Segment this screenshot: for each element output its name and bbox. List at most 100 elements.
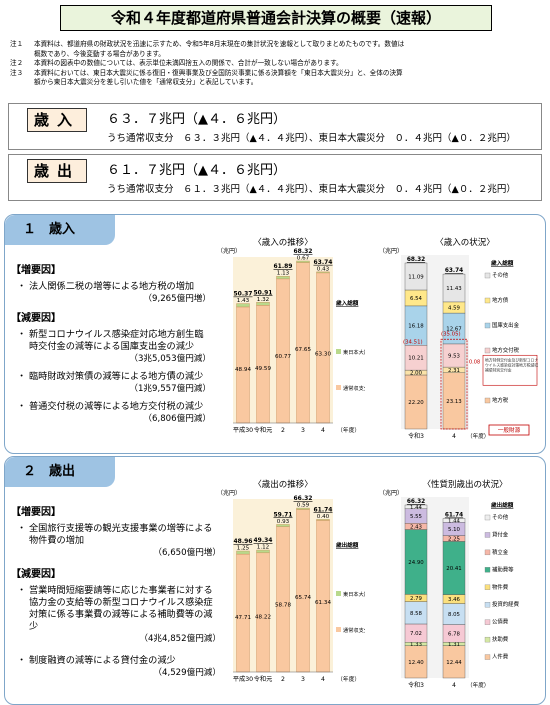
bar-value-label: 0.43 (317, 266, 330, 272)
general-revenue-label: 一般財源 (498, 426, 521, 434)
note-line: 注３ 本資料においては、東日本大震災に係る復旧・復興事業及び全国防災事業に係る決算… (10, 69, 540, 79)
legend-swatch (484, 514, 491, 521)
bar-value-label: 2.00 (410, 371, 423, 377)
category-label: 4 (321, 427, 325, 434)
category-label: 3 (301, 676, 305, 683)
unit-label: （兆円） (379, 489, 403, 497)
bar-total-label: 50.91 (254, 289, 273, 296)
bar-total-label: 66.32 (407, 499, 425, 505)
general-revenue-bracket (440, 338, 468, 430)
category-label: 平成30 (233, 426, 253, 434)
side-note: 地方特例交付金及び新型コロナウイルス感染症対策地方税減収補塡特別交付金 (485, 357, 538, 372)
factor-amount: （3兆5,053億円減） (129, 354, 211, 364)
legend-swatch (336, 591, 341, 596)
legend-label: 地方交付税 (492, 346, 520, 354)
legend-label: 補助費等 (492, 565, 514, 573)
legend-label: 人件費 (492, 653, 509, 661)
legend-label: 通常収支分 (343, 626, 365, 634)
bar-segment (256, 552, 270, 673)
bar-segment (256, 302, 270, 306)
factor-item: 新型コロナウイルス感染症対応地方創生臨時交付金の減等による国庫支出金の減少 （3兆… (17, 329, 211, 365)
factor-amount: （1兆9,557億円減） (129, 384, 211, 394)
category-label: 2 (281, 676, 285, 683)
expenditure-summary-breakdown: うち通常収支分 ６１．３兆円（▲４．４兆円）、東日本大震災分 ０．４兆円（▲０．… (107, 184, 516, 195)
bar-total-label: 49.34 (254, 537, 273, 544)
bar-value-label: 22.20 (408, 400, 424, 406)
bar-value-label: 1.43 (237, 298, 250, 304)
expenditure-breakdown-chart: 〈性質別歳出の状況〉 （兆円） 12.40 1.33 7.02 8.58 2.79 24.90… (379, 479, 520, 689)
bar-value-label: 0.40 (317, 514, 330, 520)
note-text: 額から東日本大震災分を差し引いた値を「通常収支分」と表記しています。 (34, 78, 258, 87)
bar-value-label: 12.44 (446, 660, 462, 666)
bar-total-label: 68.32 (407, 257, 425, 263)
legend-swatch (484, 654, 491, 660)
expenditure-section: ２ 歳出 【増要因】 全国旅行支援等の観光支援事業の増等による物件費の増加 （6,… (4, 456, 546, 705)
bar-segment (296, 509, 310, 673)
bar-value-label: 6.78 (448, 631, 461, 637)
legend-swatch (484, 397, 491, 404)
bar-segment (276, 276, 290, 280)
legend-swatch (336, 385, 341, 390)
bar-segment (316, 520, 330, 673)
legend-label: 東日本大震災分 (343, 590, 365, 598)
legend-swatch (484, 549, 491, 556)
bar-segment (296, 507, 310, 510)
category-label: 平成30 (233, 675, 253, 683)
bar-value-label: 0.93 (277, 519, 290, 525)
bar-value-label: 8.58 (410, 611, 423, 617)
bar-segment (236, 553, 250, 673)
expenditure-section-heading: ２ 歳出 (5, 457, 115, 487)
bar-value-label: 1.25 (237, 545, 250, 551)
factor-amount: （4,529億円減） (153, 668, 221, 678)
bar-segment (236, 550, 250, 555)
legend-swatch (484, 602, 491, 608)
legend-label: 国庫支出金 (492, 321, 520, 329)
bar-segment (442, 518, 466, 523)
factor-text: 普通交付税の減等による地方交付税の減少 (29, 401, 204, 412)
bar-value-label: 11.43 (446, 286, 461, 292)
category-label: 令和3 (408, 681, 424, 689)
note-line: 概数であり、今後変動する場合があります。 (10, 50, 540, 60)
legend-label: 公債費 (492, 618, 509, 626)
bar-value-label: 65.74 (295, 595, 311, 601)
category-label: 2 (281, 427, 285, 434)
factor-text: 制度融資の減等による貸付金の減少 (29, 655, 176, 666)
expenditure-summary: 歳出 ６１．７兆円（▲４．６兆円） うち通常収支分 ６１．３兆円（▲４．４兆円）… (8, 154, 542, 201)
legend-label: 扶助費 (492, 635, 509, 643)
note-line: 注１ 本資料は、都道府県の財政状況を迅速に示すため、令和5年8月末現在の集計状況を… (10, 40, 540, 50)
chart-title: 〈性質別歳出の状況〉 (422, 479, 507, 490)
factor-item: 営業時間短縮要請等に応じた事業者に対する協力金の支給等の新型コロナウイルス感染症… (17, 585, 221, 645)
factor-amount: （6,806億円減） (143, 414, 211, 424)
bar-value-label: 11.09 (408, 274, 424, 280)
bar-value-label: 24.90 (408, 560, 424, 566)
factor-item: 臨時財政対策債の減等による地方債の減少 （1兆9,557億円減） (17, 371, 211, 395)
category-label: 4 (452, 433, 456, 440)
legend-swatch (484, 532, 491, 538)
revenue-factors: 【増要因】 法人関係二税の増等による地方税の増加 （9,265億円増） 【減要因】… (11, 265, 211, 431)
unit-label: （兆円） (217, 489, 241, 497)
bar-total-label: 63.74 (314, 259, 333, 266)
legend-label: 投資的経費 (492, 600, 520, 608)
legend-swatch (336, 349, 341, 354)
bar-value-label: 16.18 (408, 324, 424, 330)
category-label: 3 (301, 427, 305, 434)
note-line: 注２ 本資料の図表中の数値については、表示単位未満四捨五入の関係で、合計が一致しな… (10, 59, 540, 69)
page-title: 令和４年度都道府県普通会計決算の概要（速報） (60, 5, 492, 31)
bar-value-label: 1.32 (257, 297, 269, 303)
bar-segment (256, 549, 270, 554)
legend-label: 物件費 (492, 583, 509, 591)
expenditure-summary-total: ６１．７兆円（▲４．６兆円） (107, 163, 286, 178)
bar-segment (404, 504, 428, 509)
expenditure-factors: 【増要因】 全国旅行支援等の観光支援事業の増等による物件費の増加 （6,650億円… (11, 507, 221, 689)
legend-label: その他 (492, 513, 509, 521)
legend-label: 地方税 (492, 396, 509, 404)
bar-value-label: 67.65 (295, 347, 311, 353)
note-key (10, 78, 34, 88)
bar-value-label: 61.34 (315, 600, 331, 606)
bar-value-label: 2.31 (448, 368, 460, 374)
note-key: 注２ (10, 59, 24, 68)
legend-swatch (484, 636, 491, 643)
category-label: 4 (321, 676, 325, 683)
bar-segment (404, 262, 428, 291)
